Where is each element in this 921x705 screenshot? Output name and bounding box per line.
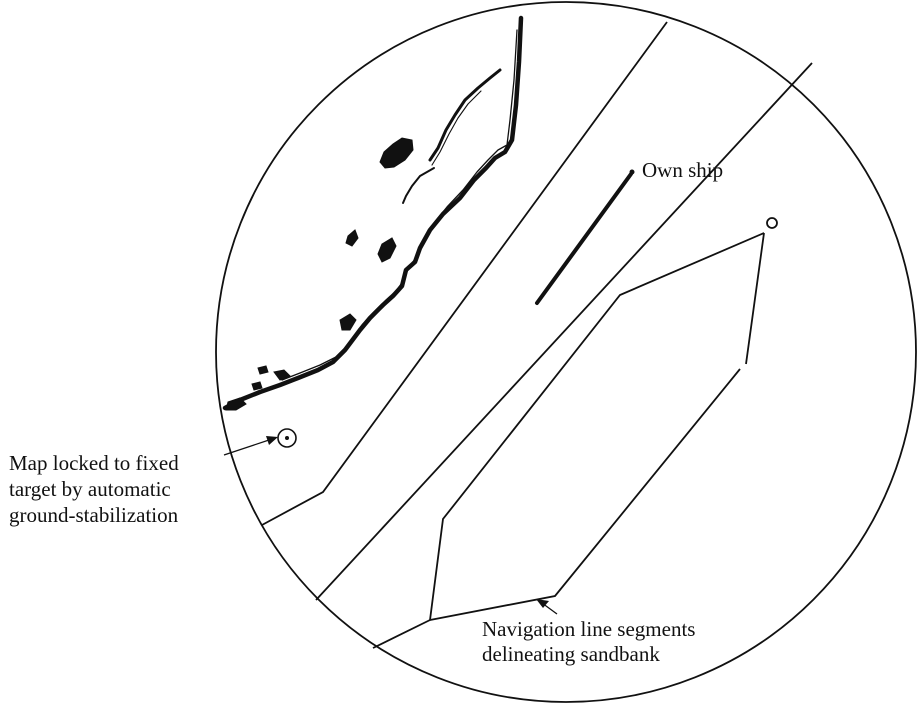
sandbank-outline: [428, 232, 765, 622]
own-ship-heading-line: [535, 172, 633, 305]
land-echoes: [225, 137, 414, 411]
fixed-target-label-line-1: Map locked to fixed: [9, 451, 179, 475]
radar-scope-circle: [215, 1, 917, 703]
fixed-target-ring-sandbank: [766, 217, 778, 229]
fixed-target-marker: [277, 428, 297, 448]
fixed-target-label-line-2: target by automatic: [9, 477, 171, 501]
channel-boundaries: [261, 21, 813, 601]
fixed-target-label-line-3: ground-stabilization: [9, 503, 179, 527]
fixed-target-label: Map locked to fixed target by automatic …: [9, 451, 184, 527]
sandbank-navigation-lines: [372, 232, 765, 649]
sandbank-southwest-segment: [372, 619, 431, 649]
fixed-target-leader-arrow: [223, 436, 278, 456]
own-ship-marker: [629, 169, 635, 175]
sandbank-label: Navigation line segments delineating san…: [482, 617, 701, 666]
sandbank-label-line-2: delineating sandbank: [482, 642, 660, 666]
coastline: [222, 15, 524, 411]
channel-edge-east: [315, 62, 813, 601]
sandbank-leader-arrow: [536, 599, 558, 615]
sandbank-label-line-1: Navigation line segments: [482, 617, 695, 641]
channel-edge-west: [261, 21, 668, 526]
own-ship-label: Own ship: [642, 158, 723, 182]
